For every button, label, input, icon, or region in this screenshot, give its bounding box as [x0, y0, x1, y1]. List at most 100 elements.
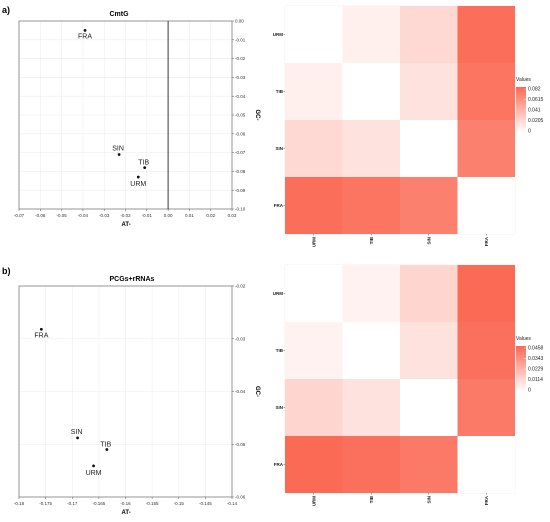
legend-swatch: [516, 116, 526, 119]
legend-swatch: [516, 88, 526, 91]
legend-swatch: [516, 347, 526, 350]
data-point-urm: [136, 175, 140, 179]
legend-swatch: [516, 125, 526, 128]
row-label-urm: URM: [273, 32, 283, 37]
legend-swatch: [516, 381, 526, 384]
panel-label: b): [2, 266, 11, 276]
col-label-sin: SIN: [426, 237, 431, 245]
legend-swatch: [516, 378, 526, 381]
y-tick-label: -0.03: [235, 336, 246, 341]
legend-swatch: [516, 120, 526, 123]
heatmap-cell: [285, 322, 343, 379]
heatmap-cell: [457, 436, 515, 493]
x-tick-label: -0.16: [120, 501, 131, 506]
heatmap-cell: [285, 120, 343, 177]
heatmap-cell: [400, 265, 458, 322]
y-tick-label: -0.01: [235, 37, 246, 42]
heatmap-panel: URM TIB SIN FRA URM TIB SIN FRA Values 0.0458 0.03…: [273, 264, 544, 506]
legend-swatch: [516, 369, 526, 371]
legend-tick-label: 0.0343: [528, 356, 544, 362]
heatmap-cell: [400, 6, 458, 63]
legend-swatch: [516, 375, 526, 378]
legend-swatch: [516, 350, 526, 353]
scatter-panel-a: a) CmtG -0.07 -0.06 -0.05 -0.04 -0.03 -0.02 -0.0…: [2, 5, 260, 228]
legend-tick-label: 0.0205: [528, 118, 544, 124]
data-point-sin: [76, 436, 79, 440]
point-label-sin: SIN: [71, 429, 83, 436]
heatmap-cell: [285, 177, 343, 234]
row-label-sin: SIN: [275, 146, 283, 151]
x-tick-label: -0.05: [56, 213, 67, 218]
legend-swatch: [516, 390, 526, 393]
heatmap-cell: [457, 177, 515, 234]
legend-swatch: [516, 131, 526, 134]
legend-swatch: [516, 352, 526, 355]
legend-swatch: [516, 128, 526, 131]
legend-swatch: [516, 388, 526, 391]
legend-swatch: [516, 364, 526, 367]
color-legend: Values 0.0458 0.0343 0.0229 0.0114 0: [516, 336, 544, 394]
col-label-fra: FRA: [484, 495, 489, 505]
heatmap-cell: [457, 265, 515, 322]
legend-swatch: [516, 367, 526, 370]
data-point-fra: [83, 29, 87, 32]
heatmap-cell: [457, 322, 515, 379]
heatmap-cell: [342, 322, 400, 379]
y-axis-label: GC-: [254, 110, 260, 121]
x-tick-label: 0.02: [206, 213, 215, 218]
legend-swatch: [516, 362, 526, 365]
x-tick-label: -0.01: [142, 213, 153, 218]
row-label-urm: URM: [273, 291, 283, 296]
legend-tick-label: 0: [528, 129, 531, 135]
y-tick-label: -0.02: [235, 284, 246, 289]
col-label-tib: TIB: [369, 495, 374, 503]
x-tick-label: -0.18: [14, 501, 25, 506]
legend-swatch: [516, 353, 526, 356]
y-tick-label: -0.04: [235, 389, 246, 394]
heatmap-cell: [457, 379, 515, 436]
point-label-tib: TIB: [138, 160, 149, 167]
y-tick-label: -0.05: [235, 113, 246, 118]
legend-title: Values: [516, 336, 531, 342]
x-tick-label: -0.06: [35, 213, 46, 218]
legend-tick-label: 0.082: [528, 87, 541, 93]
x-tick-label: -0.02: [120, 213, 131, 218]
y-tick-label: -0.09: [235, 188, 246, 193]
chart-title: PCGs+rRNAs: [110, 276, 155, 283]
heatmap-cell: [457, 6, 515, 63]
legend-swatch: [516, 106, 526, 109]
chart-title: CmtG: [110, 11, 130, 18]
point-label-fra: FRA: [78, 33, 92, 40]
heatmap-cell: [342, 120, 400, 177]
row-label-sin: SIN: [275, 405, 283, 410]
point-label-tib: TIB: [100, 442, 111, 449]
row-label-tib: TIB: [276, 89, 284, 94]
x-tick-label: -0.175: [39, 501, 52, 506]
heatmap-cell: [400, 322, 458, 379]
x-tick-label: 0.01: [185, 213, 194, 218]
legend-swatch: [516, 100, 526, 103]
x-tick-label: -0.07: [14, 213, 25, 218]
x-tick-label: -0.17: [67, 501, 78, 506]
legend-swatch: [516, 105, 526, 108]
col-label-tib: TIB: [369, 236, 374, 244]
legend-swatch: [516, 349, 526, 351]
legend-tick-label: 0.0615: [528, 97, 544, 103]
legend-swatch: [516, 361, 526, 364]
heatmap-cell: [342, 6, 400, 63]
scatter-panel-b: b) PCGs+rRNAs -0.18 -0.175 -0.17 -0.165 -0.16 -…: [2, 266, 260, 516]
legend-swatch: [516, 90, 526, 92]
legend-swatch: [516, 117, 526, 120]
legend-swatch: [516, 93, 526, 96]
legend-swatch: [516, 94, 526, 97]
heatmap-cell: [285, 6, 343, 63]
y-tick-label: -0.05: [235, 442, 246, 447]
legend-swatch: [516, 126, 526, 129]
heatmap-cell: [342, 177, 400, 234]
legend-swatch: [516, 387, 526, 390]
legend-swatch: [516, 113, 526, 115]
legend-swatch: [516, 382, 526, 385]
legend-swatch: [516, 123, 526, 126]
legend-title: Values: [516, 77, 531, 83]
x-tick-label: -0.165: [92, 501, 105, 506]
